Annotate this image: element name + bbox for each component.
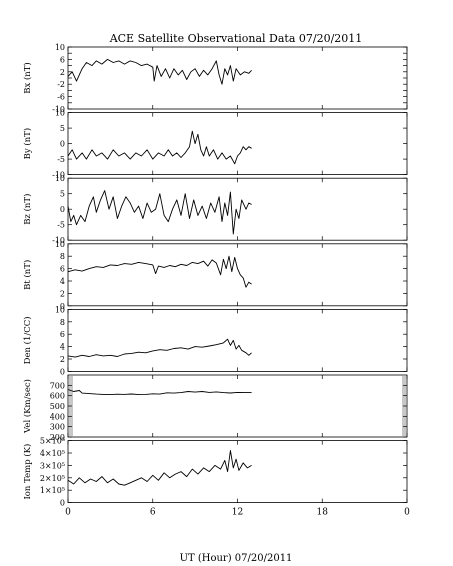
panel-vel-series-line <box>67 389 252 396</box>
panel-den-ylabel: Den (1/CC) <box>22 316 33 364</box>
x-axis-title: UT (Hour) 07/20/2011 <box>180 553 293 564</box>
panel-temp-ytick-label: 0 <box>60 499 65 508</box>
panel-temp: 5×10⁵ 4×10⁵ 3×10⁵ 2×10⁵ 1×10⁵ 0 Ion Temp (K) <box>22 437 408 508</box>
panel-vel-ytick-label: 300 <box>50 423 65 432</box>
panel-bt-ytick-label: 2 <box>60 289 65 298</box>
figure-title: ACE Satellite Observational Data 07/20/2… <box>109 32 363 45</box>
panel-den-series-line <box>67 338 252 358</box>
panel-bt: 10 8 6 4 2 0 Bt (nT) <box>22 240 408 311</box>
panel-den-ytick-label: 4 <box>60 343 65 352</box>
panel-den-frame <box>67 308 408 372</box>
panel-temp-ytick-label: 2×10⁵ <box>40 474 65 483</box>
panel-bx-ytick-label: 2 <box>60 68 65 77</box>
x-tick-label: 18 <box>317 508 329 518</box>
x-tick-label: 12 <box>232 508 243 518</box>
panel-den-ytick-label: 6 <box>60 330 65 339</box>
panel-bz-ylabel: Bz (nT) <box>22 194 33 225</box>
panel-bt-ytick-label: 4 <box>60 277 65 286</box>
panel-temp-frame <box>67 440 408 504</box>
panel-vel-ytick-label: 500 <box>50 402 65 411</box>
panel-bz-series-line <box>67 190 252 235</box>
panel-bt-frame <box>67 243 408 307</box>
panel-bx-ytick-label: 10 <box>55 43 65 52</box>
x-tick-label: 6 <box>150 508 156 518</box>
panel-bx-series-line <box>67 58 252 85</box>
panel-by-ylabel: By (nT) <box>22 128 33 160</box>
panel-temp-ylabel: Ion Temp (K) <box>22 444 33 500</box>
x-axis: 0 6 12 18 0 <box>65 508 410 518</box>
panel-bx-frame <box>67 46 408 110</box>
panel-bt-ylabel: Bt (nT) <box>22 260 33 290</box>
panel-bt-series-line <box>67 255 252 288</box>
panel-by-ytick-label: -5 <box>57 155 65 164</box>
panel-bz: 10 5 0 -5 -10 Bz (nT) <box>22 174 408 245</box>
x-tick-label: 0 <box>65 508 71 518</box>
x-tick-label: 0 <box>404 508 410 518</box>
panel-by-frame <box>67 112 408 175</box>
panel-bt-ytick-label: 8 <box>60 252 65 261</box>
panel-bz-frame <box>67 177 408 241</box>
panel-den-ytick-label: 8 <box>60 318 65 327</box>
panel-bz-ytick-label: -10 <box>52 236 65 245</box>
panel-den-ytick-label: 10 <box>55 305 65 314</box>
panel-bz-ytick-label: 0 <box>60 205 65 214</box>
panel-bx-ytick-label: -2 <box>57 80 65 89</box>
panel-by-series-line <box>67 130 252 165</box>
panel-vel-ylabel: Vel (Km/sec) <box>22 379 33 434</box>
panel-bt-ytick-label: 10 <box>55 240 65 249</box>
panel-den: 10 8 6 4 2 0 Den (1/CC) <box>22 305 408 376</box>
panel-bx: 10 6 2 -2 -6 -10 Bx (nT) <box>22 43 408 114</box>
panel-bt-ytick-label: 0 <box>60 302 65 311</box>
chart-panels: 10 6 2 -2 -6 -10 Bx (nT) 10 5 0 -5 -10 By (nT) 10 5 0 -5… <box>22 43 408 508</box>
panel-by-ytick-label: 0 <box>60 140 65 149</box>
panel-bx-ytick-label: -10 <box>52 105 65 114</box>
panel-vel-ytick-label: 700 <box>50 381 65 390</box>
panel-by: 10 5 0 -5 -10 By (nT) <box>22 109 408 180</box>
panel-by-ytick-label: -10 <box>52 171 65 180</box>
panel-temp-ytick-label: 3×10⁵ <box>40 461 65 470</box>
panel-temp-series-line <box>67 450 252 486</box>
panel-vel-ytick-label: 400 <box>50 412 65 421</box>
panel-den-ytick-label: 0 <box>60 367 65 376</box>
panel-den-ytick-label: 2 <box>60 355 65 364</box>
panel-bz-ytick-label: 5 <box>60 190 65 199</box>
panel-by-ytick-label: 5 <box>60 124 65 133</box>
panel-temp-ytick-label: 4×10⁵ <box>40 449 65 458</box>
panel-bx-ytick-label: -6 <box>57 93 65 102</box>
panel-by-ytick-label: 10 <box>55 109 65 118</box>
panel-vel-ytick-label: 600 <box>50 392 65 401</box>
panel-bx-ylabel: Bx (nT) <box>22 62 33 94</box>
panel-bz-ytick-label: 10 <box>55 174 65 183</box>
panel-bx-ytick-label: 6 <box>60 55 65 64</box>
panel-bt-ytick-label: 6 <box>60 265 65 274</box>
panel-temp-ytick-label: 5×10⁵ <box>40 437 65 446</box>
panel-bz-ytick-label: -5 <box>57 221 65 230</box>
panel-temp-ytick-label: 1×10⁵ <box>40 486 65 495</box>
panel-vel-frame <box>67 374 408 438</box>
panel-vel-ytick-label: 200 <box>50 433 65 442</box>
